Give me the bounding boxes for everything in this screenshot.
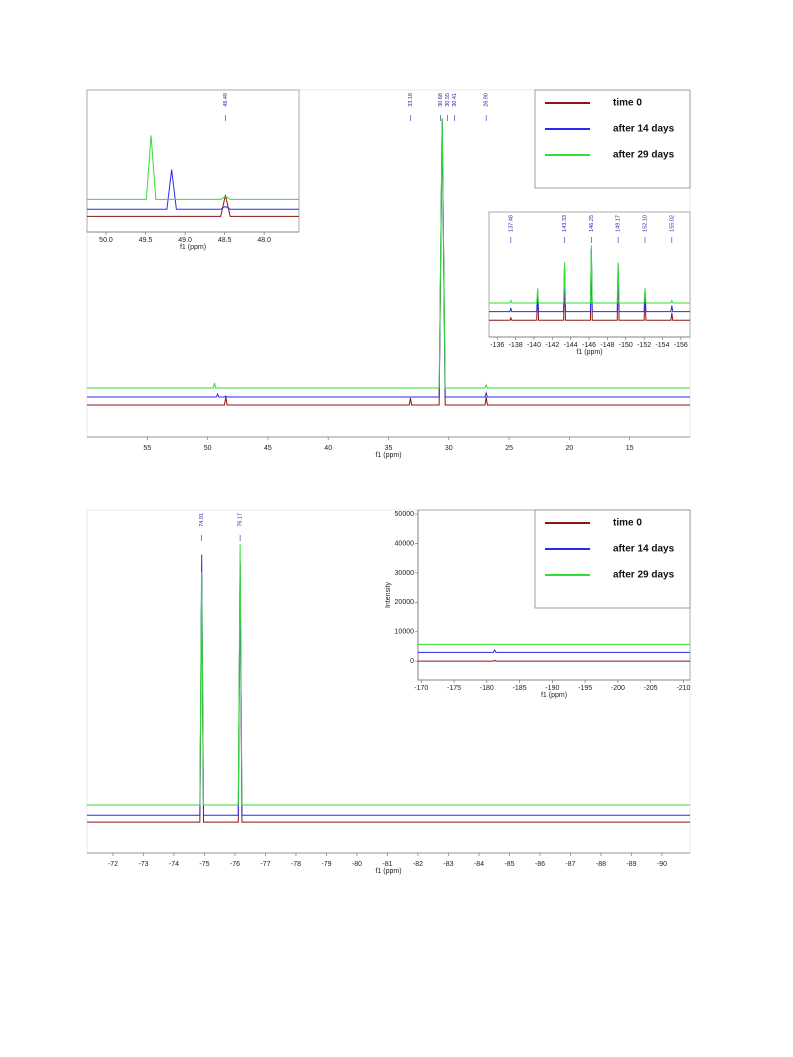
legend-label: time 0 [613, 518, 642, 529]
peak-label: 76.17 [238, 513, 244, 527]
spectrum-line [489, 245, 690, 304]
legend-label: time 0 [613, 98, 642, 109]
peak-label: 74.91 [199, 513, 205, 527]
x-tick-label: -86 [535, 861, 545, 868]
x-axis-label: f1 (ppm) [541, 692, 567, 699]
y-tick-label: 20000 [395, 599, 415, 606]
x-tick-label: 55 [143, 445, 151, 452]
spectrum-line [87, 118, 690, 398]
x-tick-label: -170 [414, 685, 428, 692]
spectrum-line [87, 117, 690, 389]
x-tick-label: -148 [600, 342, 614, 349]
spectrum-line [418, 648, 690, 653]
peak-label: 149.17 [616, 215, 622, 232]
peak-label: 30.68 [438, 93, 444, 107]
x-tick-label: 15 [626, 445, 634, 452]
x-tick-label: -90 [657, 861, 667, 868]
x-tick-label: -205 [644, 685, 658, 692]
x-tick-label: 48.0 [257, 237, 271, 244]
x-tick-label: -154 [655, 342, 669, 349]
x-tick-label: 35 [385, 445, 393, 452]
peak-label: 143.33 [562, 215, 568, 232]
x-tick-label: -72 [108, 861, 118, 868]
spectrum-line [87, 119, 690, 406]
x-tick-label: -210 [676, 685, 690, 692]
x-tick-label: 40 [324, 445, 332, 452]
x-tick-label: -195 [578, 685, 592, 692]
x-tick-label: -146 [582, 342, 596, 349]
x-tick-label: -76 [230, 861, 240, 868]
x-tick-label: -73 [138, 861, 148, 868]
peak-label: 26.90 [484, 93, 490, 107]
spectrum-line [87, 544, 690, 806]
peak-label: 30.41 [452, 93, 458, 107]
x-tick-label: -144 [564, 342, 578, 349]
y-tick-label: 40000 [395, 540, 415, 547]
x-tick-label: 49.5 [139, 237, 153, 244]
legend-label: after 14 days [613, 124, 675, 135]
x-tick-label: -82 [413, 861, 423, 868]
x-tick-label: 45 [264, 445, 272, 452]
y-tick-label: 50000 [395, 511, 415, 518]
y-tick-label: 0 [410, 658, 414, 665]
x-tick-label: -87 [565, 861, 575, 868]
x-tick-label: -89 [626, 861, 636, 868]
x-tick-label: -74 [169, 861, 179, 868]
x-tick-label: -152 [637, 342, 651, 349]
x-tick-label: 25 [505, 445, 513, 452]
x-tick-label: -83 [443, 861, 453, 868]
x-tick-label: -142 [545, 342, 559, 349]
legend-label: after 29 days [613, 150, 675, 161]
legend-label: after 14 days [613, 544, 675, 555]
x-tick-label: -175 [447, 685, 461, 692]
x-tick-label: -200 [611, 685, 625, 692]
x-axis-label: f1 (ppm) [180, 244, 206, 251]
peak-label: 137.48 [508, 215, 514, 232]
y-tick-label: 10000 [395, 629, 415, 636]
legend-box [534, 509, 691, 609]
x-tick-label: -80 [352, 861, 362, 868]
x-tick-label: -138 [509, 342, 523, 349]
spectrum-line [87, 135, 299, 200]
spectrum-line [87, 194, 299, 217]
inset-frame [86, 89, 300, 233]
peak-label: 152.10 [642, 215, 648, 232]
x-tick-label: -77 [260, 861, 270, 868]
peak-label: 48.49 [223, 93, 229, 107]
x-tick-label: -85 [504, 861, 514, 868]
x-tick-label: -185 [513, 685, 527, 692]
peak-label: 30.55 [445, 93, 451, 107]
x-tick-label: -136 [490, 342, 504, 349]
x-tick-label: -190 [545, 685, 559, 692]
x-axis-label: f1 (ppm) [375, 868, 401, 875]
y-tick-label: 30000 [395, 570, 415, 577]
x-tick-label: -150 [619, 342, 633, 349]
spectrum-line [87, 169, 299, 210]
x-tick-label: -79 [321, 861, 331, 868]
x-axis-label: f1 (ppm) [576, 349, 602, 356]
x-tick-label: -156 [674, 342, 688, 349]
x-tick-label: -81 [382, 861, 392, 868]
x-tick-label: 20 [566, 445, 574, 452]
x-tick-label: 30 [445, 445, 453, 452]
x-tick-label: 50 [204, 445, 212, 452]
legend-box [534, 89, 691, 189]
peak-label: 155.02 [669, 215, 675, 232]
spectrum-line [418, 659, 690, 662]
legend-label: after 29 days [613, 570, 675, 581]
peak-label: 146.25 [589, 215, 595, 232]
y-axis-label: Intensity [385, 581, 392, 608]
x-tick-label: -88 [596, 861, 606, 868]
x-tick-label: 49.0 [178, 237, 192, 244]
x-tick-label: -180 [480, 685, 494, 692]
x-tick-label: 50.0 [99, 237, 113, 244]
x-tick-label: -140 [527, 342, 541, 349]
x-tick-label: -75 [199, 861, 209, 868]
x-tick-label: 48.5 [218, 237, 232, 244]
x-tick-label: -84 [474, 861, 484, 868]
x-tick-label: -78 [291, 861, 301, 868]
peak-label: 33.18 [408, 93, 414, 107]
x-axis-label: f1 (ppm) [375, 452, 401, 459]
